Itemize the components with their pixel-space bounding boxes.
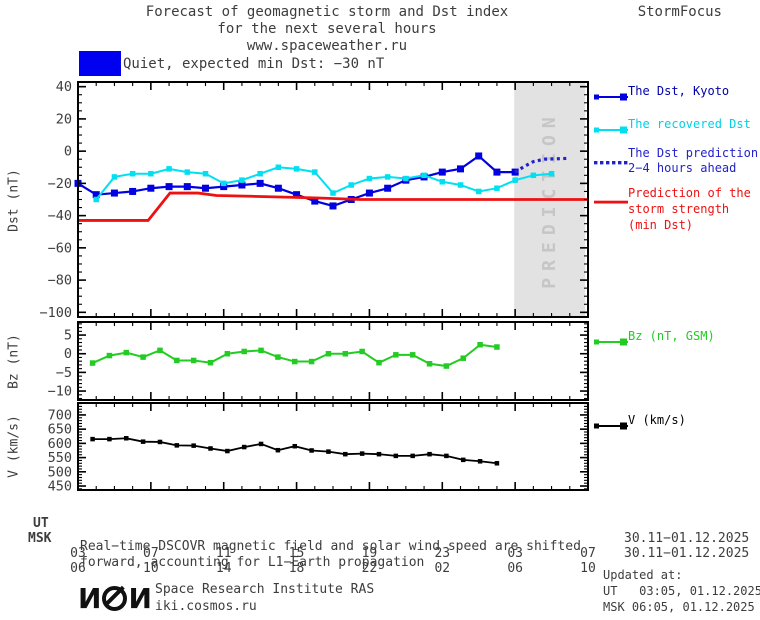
x-tick-label: 23	[434, 546, 451, 561]
svg-text:450: 450	[48, 479, 72, 495]
legend-label-storm-strength-2: storm strength	[628, 202, 730, 216]
legend-label-storm-strength-3: (min Dst)	[628, 218, 694, 232]
legend-marker-dst-kyoto-icon	[594, 87, 628, 101]
x-tick-label: 11	[215, 546, 232, 561]
svg-text:600: 600	[48, 436, 72, 452]
x-tick-label: 15	[288, 546, 305, 561]
legend-marker-storm-strength-icon	[594, 192, 628, 204]
ut-date-range: 30.11−01.12.2025	[624, 531, 750, 546]
svg-text:−20: −20	[48, 176, 72, 192]
msk-date-range: 30.11−01.12.2025	[624, 546, 750, 561]
storm-level-label: Quiet, expected min Dst: −30 nT	[123, 56, 385, 72]
svg-text:40: 40	[56, 79, 72, 95]
x-tick-label: 06	[70, 561, 86, 576]
svg-text:−100: −100	[39, 305, 72, 321]
page-subtitle: for the next several hours	[217, 21, 437, 37]
svg-text:700: 700	[48, 407, 72, 423]
footnote-line2: forward, accounting for L1−Earth propaga…	[80, 555, 425, 570]
svg-text:550: 550	[48, 450, 72, 466]
msk-row-label: MSK	[28, 531, 52, 546]
svg-text:−10: −10	[48, 384, 72, 400]
org-site: iki.cosmos.ru	[155, 599, 257, 614]
iki-logo-left-letter: И	[78, 582, 102, 615]
brand-label: StormFocus	[637, 4, 722, 20]
svg-text:650: 650	[48, 422, 72, 438]
footnote-line1: Real−time DSCOVR magnetic field and sola…	[80, 539, 581, 554]
x-tick-label: 22	[361, 561, 378, 576]
dst-axis-label: Dst (nT)	[6, 169, 22, 232]
svg-text:−80: −80	[48, 273, 72, 289]
x-axis-ut-row: UT 30.11−01.12.2025 03 07 11 15 19 23 03 07	[0, 501, 760, 561]
svg-text:−40: −40	[48, 208, 72, 224]
legend-label-dst-kyoto: The Dst, Kyoto	[628, 84, 730, 98]
legend-label-dst-prediction: The Dst prediction	[628, 146, 759, 160]
svg-text:5: 5	[64, 328, 72, 344]
x-tick-label: 19	[361, 546, 378, 561]
x-tick-label: 02	[434, 561, 451, 576]
legend-marker-recovered-dst-icon	[594, 120, 628, 134]
svg-text:0: 0	[64, 144, 72, 160]
x-tick-label: 07	[580, 546, 596, 561]
x-tick-label: 14	[215, 561, 232, 576]
legend-label-v: V (km/s)	[628, 413, 686, 427]
x-tick-label: 10	[143, 561, 159, 576]
legend-label-bz: Bz (nT, GSM)	[628, 329, 715, 343]
x-tick-label: 03	[507, 546, 523, 561]
svg-text:20: 20	[56, 111, 72, 127]
svg-text:−5: −5	[56, 365, 72, 381]
legend-marker-bz-icon	[594, 332, 628, 346]
svg-text:0: 0	[64, 346, 72, 362]
storm-level-swatch	[79, 51, 121, 76]
site-url: www.spaceweather.ru	[246, 38, 408, 54]
x-tick-label: 07	[143, 546, 159, 561]
legend-marker-dst-prediction-icon	[594, 153, 628, 165]
updated-at-msk: MSK 06:05, 01.12.2025	[603, 600, 755, 614]
x-tick-label: 03	[70, 546, 86, 561]
page-title: Forecast of geomagnetic storm and Dst in…	[145, 4, 509, 20]
org-name: Space Research Institute RAS	[155, 582, 375, 597]
v-axis-label: V (km/s)	[6, 415, 22, 478]
x-tick-label: 06	[507, 561, 523, 576]
legend-marker-v-icon	[594, 416, 628, 430]
ut-row-label: UT	[33, 516, 49, 531]
updated-at-ut: UT 03:05, 01.12.2025	[603, 584, 760, 598]
iki-logo-right-letter: И	[128, 582, 152, 615]
x-tick-label: 10	[580, 561, 596, 576]
x-axis-msk-row: MSK 30.11−01.12.2025 06 10 14 18 22 02 06 10	[0, 516, 760, 576]
legend-label-storm-strength: Prediction of the	[628, 186, 751, 200]
iki-logo-slashed-circle-icon	[102, 585, 128, 611]
svg-text:−60: −60	[48, 240, 72, 256]
legend-label-dst-prediction-2: 2−4 hours ahead	[628, 161, 737, 175]
legend-label-recovered-dst: The recovered Dst	[628, 117, 751, 131]
updated-at-label: Updated at:	[603, 568, 683, 582]
svg-text:500: 500	[48, 464, 72, 480]
x-tick-label: 18	[288, 561, 305, 576]
